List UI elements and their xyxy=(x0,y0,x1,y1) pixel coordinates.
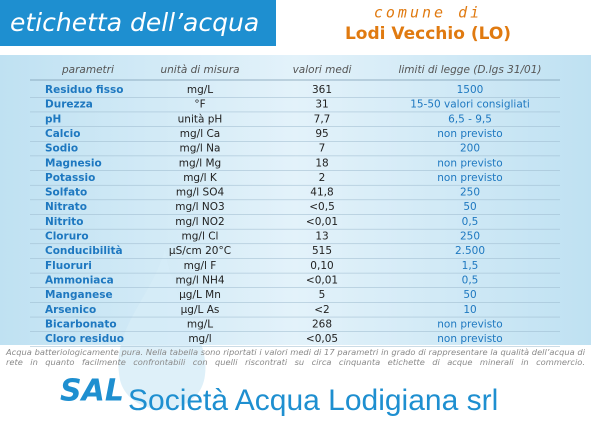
cell: 250 xyxy=(460,231,480,243)
cell: 0,5 xyxy=(462,216,479,228)
cell: mg/l K xyxy=(183,172,218,184)
cell: <2 xyxy=(314,304,329,316)
parameter: Sodio xyxy=(45,143,78,155)
cell: 5 xyxy=(319,289,326,301)
parameter: Fluoruri xyxy=(45,260,92,272)
cell: <0,05 xyxy=(306,333,338,345)
cell: 18 xyxy=(315,157,328,169)
cell: µg/L Mn xyxy=(179,289,221,301)
parameter: pH xyxy=(45,113,61,125)
cell: 6,5 - 9,5 xyxy=(448,113,492,125)
cell: mg/l NO2 xyxy=(175,216,225,228)
cell: 2 xyxy=(319,172,326,184)
cell: mg/l Ca xyxy=(180,128,220,140)
location: Lodi Vecchio (LO) xyxy=(345,24,511,44)
logo: SAL xyxy=(60,374,124,409)
cell: 7 xyxy=(319,143,326,155)
cell: non previsto xyxy=(437,157,502,169)
parameter: Manganese xyxy=(45,289,113,301)
column-header: parametri xyxy=(61,64,114,76)
parameter: Conducibilità xyxy=(45,245,123,257)
cell: mg/l NO3 xyxy=(175,201,225,213)
cell: <0,01 xyxy=(306,274,338,286)
cell: 95 xyxy=(315,128,328,140)
parameter: Bicarbonato xyxy=(45,318,117,330)
company: Società Acqua Lodigiana srl xyxy=(128,384,498,417)
cell: 0,5 xyxy=(462,274,479,286)
cell: 15-50 valori consigliati xyxy=(410,99,530,111)
cell: mg/l Cl xyxy=(182,231,219,243)
footnote: Acqua batteriologicamente pura. Nella ta… xyxy=(6,347,585,367)
comune: comune di xyxy=(374,4,482,22)
cell: °F xyxy=(194,99,205,111)
cell: mg/l NH4 xyxy=(175,274,224,286)
column-header: unità di misura xyxy=(160,64,239,76)
cell: µS/cm 20°C xyxy=(169,245,231,257)
parameter: Residuo fisso xyxy=(45,84,123,96)
cell: mg/l Na xyxy=(180,143,221,155)
cell: non previsto xyxy=(437,318,502,330)
parameter: Calcio xyxy=(45,128,80,140)
cell: non previsto xyxy=(437,172,502,184)
parameter: Nitrito xyxy=(45,216,83,228)
column-header: limiti di legge (D.lgs 31/01) xyxy=(398,64,541,76)
title-box xyxy=(0,0,276,46)
cell: mg/L xyxy=(187,318,213,330)
title: etichetta dell’acqua xyxy=(10,8,259,37)
cell: non previsto xyxy=(437,333,502,345)
cell: 515 xyxy=(312,245,332,257)
cell: mg/l F xyxy=(184,260,217,272)
cell: 200 xyxy=(460,143,480,155)
parameter: Cloruro xyxy=(45,231,89,243)
cell: non previsto xyxy=(437,128,502,140)
cell: 50 xyxy=(463,289,476,301)
column-header: valori medi xyxy=(293,64,352,76)
cell: mg/l SO4 xyxy=(176,187,225,199)
parameter: Arsenico xyxy=(45,304,96,316)
cell: 361 xyxy=(312,84,332,96)
cell: <0,5 xyxy=(309,201,335,213)
parameter: Potassio xyxy=(45,172,95,184)
water-drop xyxy=(118,250,206,410)
parameter: Durezza xyxy=(45,99,93,111)
cell: 10 xyxy=(463,304,476,316)
cell: 250 xyxy=(460,187,480,199)
cell: 0,10 xyxy=(310,260,333,272)
cell: 1500 xyxy=(457,84,484,96)
parameter: Solfato xyxy=(45,187,87,199)
parameter: Ammoniaca xyxy=(45,274,114,286)
cell: 13 xyxy=(315,231,328,243)
cell: 31 xyxy=(315,99,328,111)
cell: unità pH xyxy=(178,113,223,125)
cell: mg/l xyxy=(188,333,211,345)
cell: 2.500 xyxy=(455,245,485,257)
cell: µg/L As xyxy=(181,304,220,316)
cell: 1,5 xyxy=(462,260,479,272)
cell: 50 xyxy=(463,201,476,213)
parameter: Magnesio xyxy=(45,157,102,169)
cell: mg/l Mg xyxy=(179,157,221,169)
cell: mg/L xyxy=(187,84,213,96)
cell: <0,01 xyxy=(306,216,338,228)
parameter: Cloro residuo xyxy=(45,333,124,345)
parameter: Nitrato xyxy=(45,201,87,213)
cell: 268 xyxy=(312,318,332,330)
cell: 41,8 xyxy=(310,187,333,199)
table: parametri unità di misura valori medi limit… xyxy=(30,64,560,347)
cell: 7,7 xyxy=(314,113,331,125)
